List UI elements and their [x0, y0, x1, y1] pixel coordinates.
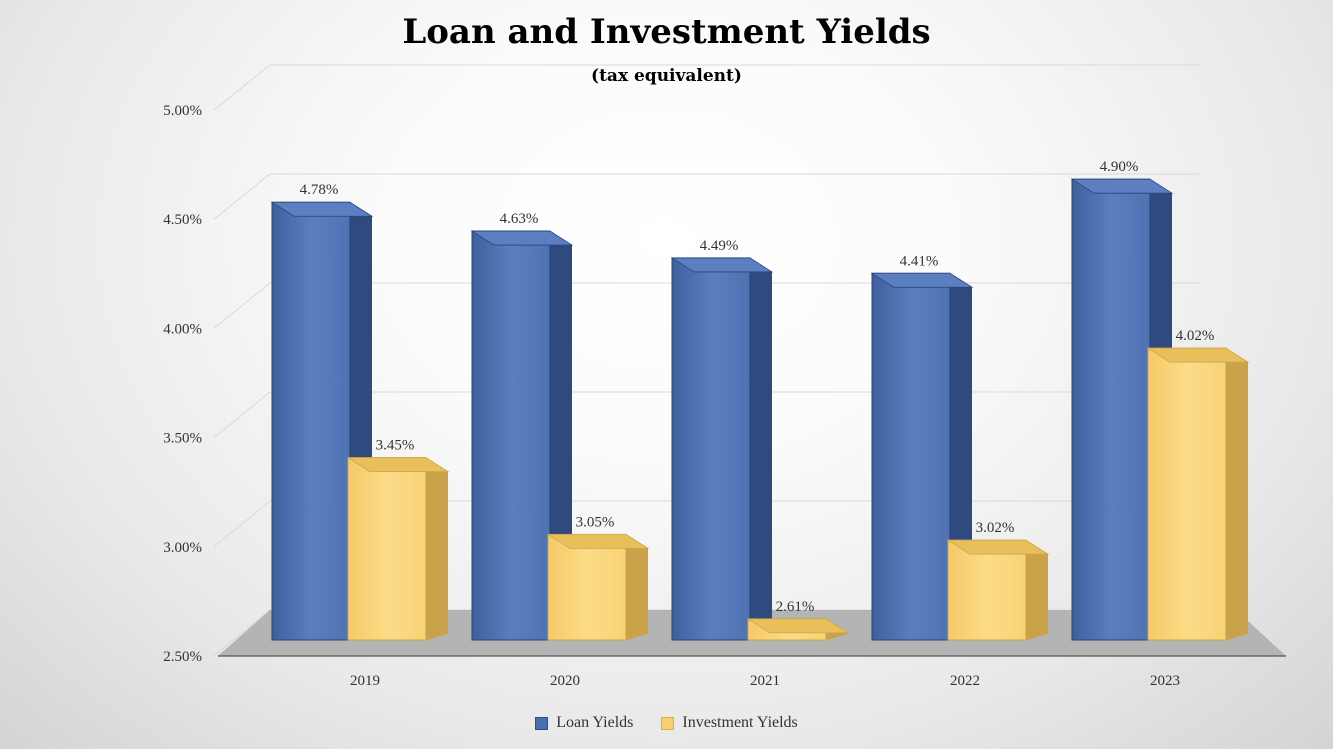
- x-tick-label: 2019: [350, 673, 380, 689]
- bar-front: [947, 539, 1027, 641]
- data-label-investment: 3.05%: [576, 514, 615, 530]
- bar-front: [547, 533, 627, 641]
- bar-investment-2020: [546, 533, 650, 641]
- bar-top: [470, 230, 574, 246]
- bar-top: [1070, 178, 1174, 194]
- bar-front: [871, 272, 951, 641]
- y-tick-label: 3.00%: [163, 540, 202, 556]
- bar-top: [946, 539, 1050, 555]
- bars-layer: [270, 178, 1250, 641]
- data-label-investment: 2.61%: [776, 599, 815, 615]
- bar-investment-2021: [746, 618, 850, 641]
- bar-top: [346, 457, 450, 473]
- bar-top: [270, 201, 374, 217]
- data-label-investment: 4.02%: [1176, 328, 1215, 344]
- legend-item-investment: Investment Yields: [661, 714, 798, 732]
- chart-title: Loan and Investment Yields: [402, 12, 931, 52]
- bar-loan-2019: [270, 201, 374, 641]
- bar-investment-2019: [346, 457, 450, 641]
- legend-label-investment: Investment Yields: [682, 714, 798, 731]
- data-label-loan: 4.78%: [300, 182, 339, 198]
- legend-item-loan: Loan Yields: [535, 714, 633, 732]
- data-label-investment: 3.02%: [976, 520, 1015, 536]
- y-tick-label: 4.50%: [163, 212, 202, 228]
- legend-label-loan: Loan Yields: [556, 714, 634, 731]
- bar-front: [1147, 347, 1227, 641]
- x-tick-label: 2020: [550, 673, 580, 689]
- data-label-investment: 3.45%: [376, 438, 415, 454]
- data-label-loan: 4.49%: [700, 238, 739, 254]
- y-tick-label: 5.00%: [163, 103, 202, 119]
- bar-loan-2022: [870, 272, 974, 641]
- bar-front: [671, 257, 751, 641]
- bar-top: [670, 257, 774, 273]
- chart-subtitle: (tax equivalent): [591, 66, 742, 86]
- gridline-perspective: [213, 282, 271, 329]
- y-tick-label: 2.50%: [163, 649, 202, 665]
- bar-investment-2022: [946, 539, 1050, 641]
- x-tick-label: 2022: [950, 673, 980, 689]
- data-label-loan: 4.63%: [500, 211, 539, 227]
- y-tick-label: 4.00%: [163, 321, 202, 337]
- bar-side: [750, 257, 772, 640]
- bar-loan-2021: [670, 257, 774, 641]
- legend-swatch-loan: [535, 716, 549, 730]
- bar-top: [746, 618, 850, 634]
- gridline-perspective: [213, 64, 271, 111]
- legend-swatch-investment: [661, 716, 675, 730]
- bar-front: [1071, 178, 1151, 641]
- gridline-perspective: [213, 173, 271, 220]
- bar-front: [347, 457, 427, 641]
- data-label-loan: 4.90%: [1100, 159, 1139, 175]
- bar-front: [471, 230, 551, 641]
- bar-side: [426, 457, 448, 640]
- x-tick-label: 2021: [750, 673, 780, 689]
- bar-side: [1226, 348, 1248, 640]
- gridline-perspective: [213, 609, 271, 657]
- data-label-loan: 4.41%: [900, 253, 939, 269]
- bar-top: [870, 272, 974, 288]
- bar-side: [626, 534, 648, 640]
- bar-front: [271, 201, 351, 641]
- bar-top: [1146, 347, 1250, 363]
- bar-investment-2023: [1146, 347, 1250, 641]
- x-tick-label: 2023: [1150, 673, 1180, 689]
- bar-side: [1026, 540, 1048, 640]
- legend: Loan Yields Investment Yields: [0, 714, 1333, 735]
- gridline-perspective: [213, 391, 271, 438]
- labels-layer: 2.50% 3.00% 3.50% 4.00% 4.50% 5.00% 4.78% 3.45%…: [163, 103, 1214, 689]
- gridline-perspective: [213, 500, 271, 548]
- y-tick-label: 3.50%: [163, 431, 202, 447]
- bar-top: [546, 534, 650, 549]
